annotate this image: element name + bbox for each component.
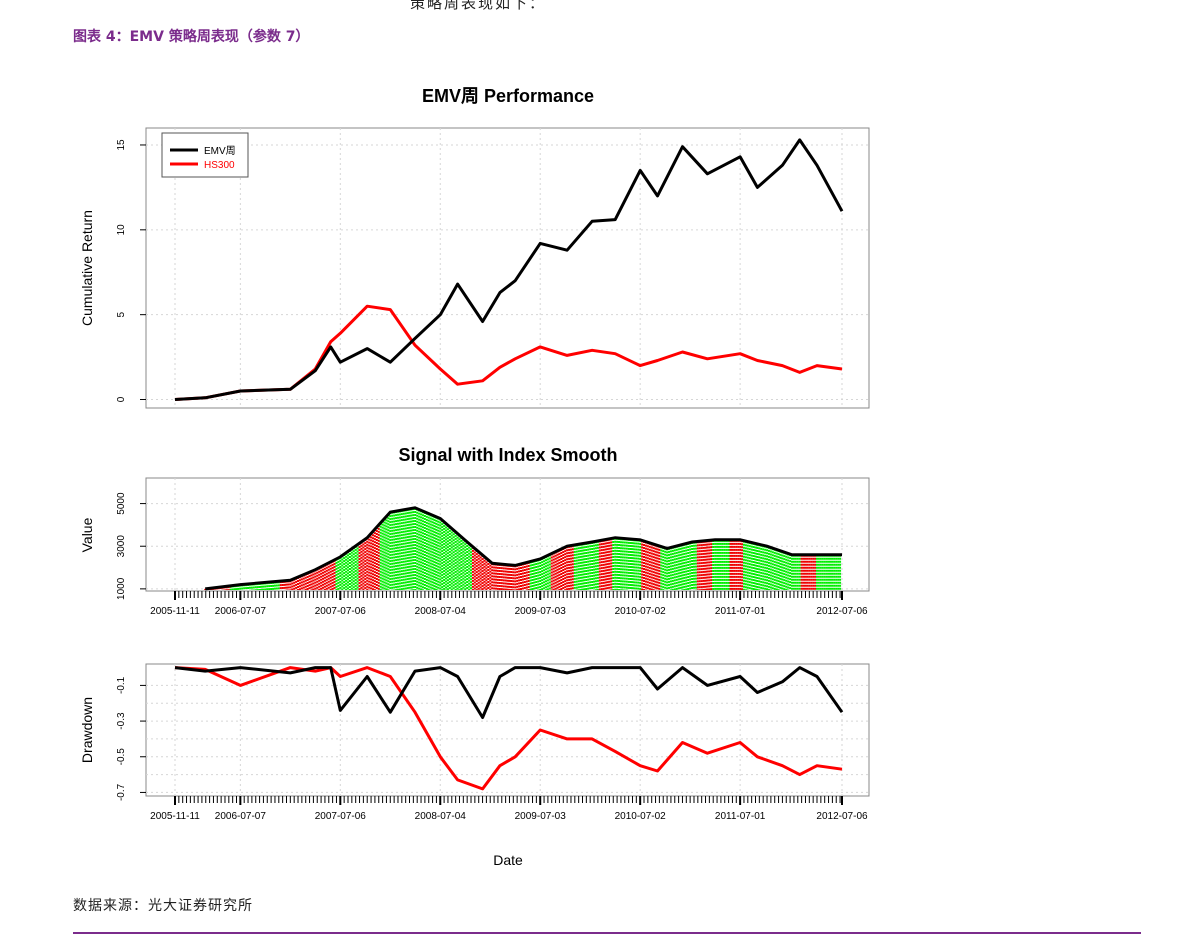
signal-y-axis: 1000 3000 5000: [116, 492, 146, 600]
signal-x-tick-label: 2011-07-01: [715, 606, 766, 617]
performance-y-label: Cumulative Return: [79, 210, 95, 326]
signal-title: Signal with Index Smooth: [398, 445, 617, 465]
signal-bars: [204, 507, 842, 590]
signal-y-label: Value: [79, 517, 95, 552]
drawdown-y-label: Drawdown: [79, 697, 95, 763]
signal-x-tick-label: 2006-07-07: [215, 606, 267, 617]
performance-plot-frame: [145, 127, 870, 409]
performance-y-tick-label: 5: [116, 311, 127, 317]
performance-y-tick-label: 0: [116, 396, 127, 402]
legend-box: [161, 132, 249, 178]
drawdown-x-tick-label: 2010-07-02: [615, 811, 667, 822]
performance-legend: EMV周 HS300: [161, 132, 249, 178]
drawdown-series: [174, 666, 844, 791]
drawdown-y-axis: -0.1 -0.3 -0.5 -0.7: [116, 676, 146, 801]
emv-drawdown-line: [174, 666, 844, 719]
signal-x-tick-label: 2005-11-11: [150, 606, 200, 617]
performance-panel: EMV周 Performance 0 5 10 15 Cumulative Retur…: [79, 86, 870, 409]
data-source: 数据来源：光大证券研究所: [73, 898, 253, 914]
intro-text: 策略周表现如下：: [410, 0, 547, 12]
performance-series: [174, 138, 844, 401]
signal-x-tick-label: 2008-07-04: [415, 606, 467, 617]
drawdown-x-tick-label: 2008-07-04: [415, 811, 467, 822]
drawdown-x-tick-label: 2005-11-11: [150, 811, 200, 822]
drawdown-grid: [146, 664, 869, 796]
drawdown-panel: -0.1-0.3-0.5-0.7 2005-11-11 2006-07-07 200…: [79, 663, 870, 868]
signal-x-axis: 2005-11-11 2006-07-07 2007-07-06 2008-07-04…: [150, 591, 868, 617]
emv-cumulative-line: [174, 138, 844, 401]
drawdown-y-tick-label: -0.3: [116, 712, 127, 730]
signal-x-tick-label: 2009-07-03: [515, 606, 567, 617]
performance-y-axis: 0 5 10 15: [116, 139, 146, 402]
drawdown-x-tick-label: 2007-07-06: [315, 811, 367, 822]
bottom-divider: [73, 932, 1141, 934]
drawdown-x-tick-label: 2012-07-06: [816, 811, 868, 822]
chart-figure: EMV周 Performance 0 5 10 15 Cumulative Retur…: [79, 86, 870, 868]
signal-y-tick-label: 1000: [116, 577, 127, 600]
drawdown-y-tick-label: -0.7: [116, 783, 127, 801]
drawdown-x-tick-label: 2009-07-03: [515, 811, 567, 822]
signal-x-tick-label: 2010-07-02: [615, 606, 667, 617]
figure-caption: 图表 4：EMV 策略周表现（参数 7）: [73, 29, 310, 45]
smooth-index-path: [205, 506, 842, 591]
performance-grid: [146, 128, 869, 408]
drawdown-plot-frame: [145, 663, 870, 797]
hs300-cumulative-line: [174, 304, 843, 401]
drawdown-y-tick-label: -0.1: [116, 676, 127, 694]
legend-hs300-label: HS300: [204, 160, 235, 171]
drawdown-x-tick-label: 2011-07-01: [715, 811, 766, 822]
performance-title: EMV周 Performance: [422, 86, 594, 106]
signal-plot-frame: [145, 477, 870, 592]
drawdown-y-tick-label: -0.5: [116, 748, 127, 766]
performance-y-tick-label: 10: [116, 224, 127, 236]
signal-x-tick-label: 2007-07-06: [315, 606, 367, 617]
performance-y-tick-label: 15: [116, 139, 127, 151]
signal-y-tick-label: 3000: [116, 535, 127, 558]
signal-panel: Signal with Index Smooth 1000 3000 5000 20…: [79, 445, 870, 617]
signal-x-tick-label: 2012-07-06: [816, 606, 868, 617]
smooth-index-line: [205, 506, 842, 591]
signal-y-tick-label: 5000: [116, 492, 127, 515]
drawdown-x-tick-label: 2006-07-07: [215, 811, 267, 822]
x-axis-label: Date: [493, 852, 523, 868]
drawdown-x-axis: 2005-11-11 2006-07-07 2007-07-06 2008-07-04…: [150, 796, 868, 822]
legend-emv-label: EMV周: [204, 145, 236, 157]
